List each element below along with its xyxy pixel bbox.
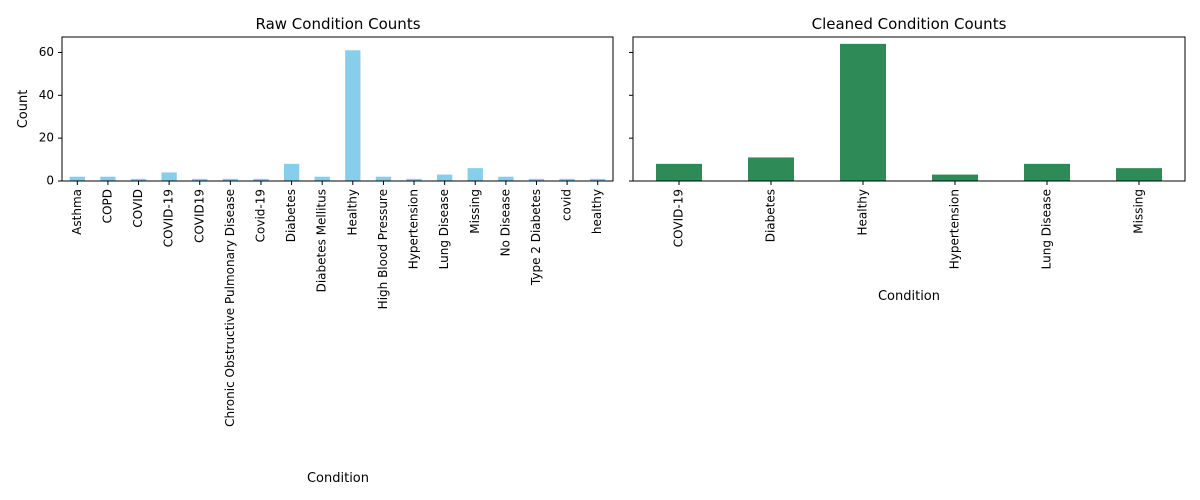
cleaned-bar	[840, 43, 886, 181]
raw-x-axis-label: Condition	[307, 471, 369, 486]
raw-x-tick-label: High Blood Pressure	[376, 189, 390, 309]
cleaned-chart-title: Cleaned Condition Counts	[812, 15, 1007, 33]
raw-x-tick-label: COPD	[100, 189, 114, 223]
cleaned-x-tick-label: COVID-19	[672, 189, 686, 247]
raw-x-tick-label: COVID19	[192, 189, 206, 243]
raw-y-axis-label: Count	[16, 90, 31, 129]
cleaned-plot-frame	[632, 36, 1186, 182]
cleaned-y-ticks	[629, 51, 633, 182]
raw-x-tick-label: Lung Disease	[437, 189, 451, 269]
raw-y-tick-label: 40	[39, 88, 54, 102]
cleaned-bar	[1116, 168, 1162, 181]
raw-bar	[192, 178, 208, 181]
cleaned-bar	[656, 163, 702, 181]
raw-bar	[467, 168, 483, 181]
raw-bars	[69, 50, 606, 182]
raw-x-tick-label: Hypertension	[407, 189, 421, 269]
cleaned-bar	[932, 174, 978, 181]
raw-x-tick-label: Diabetes Mellitus	[315, 189, 329, 292]
raw-x-tick-label: COVID-19	[162, 189, 176, 247]
raw-x-tick-label: Healthy	[345, 189, 359, 236]
cleaned-x-tick-label: Hypertension	[948, 189, 962, 269]
raw-bar	[161, 172, 177, 181]
cleaned-x-ticks: COVID-19 Diabetes Healthy Hypertension Lung …	[672, 181, 1146, 269]
raw-x-tick-label: Asthma	[70, 189, 84, 235]
raw-x-tick-label: COVID	[131, 189, 145, 228]
raw-bar	[559, 178, 575, 181]
raw-bar	[69, 176, 85, 181]
cleaned-bar	[748, 157, 794, 181]
raw-bar	[253, 178, 269, 181]
cleaned-bar	[1024, 163, 1070, 181]
raw-chart-title: Raw Condition Counts	[255, 15, 420, 33]
raw-y-tick-label: 0	[46, 174, 54, 188]
cleaned-x-tick-label: Missing	[1132, 189, 1146, 234]
cleaned-bars	[656, 43, 1162, 181]
raw-bar	[436, 174, 453, 181]
raw-x-tick-label: Type 2 Diabetes	[529, 189, 543, 286]
raw-x-tick-label: covid	[560, 189, 574, 221]
raw-counts-chart: Raw Condition Counts Count Condition 0 20…	[16, 15, 614, 486]
cleaned-x-axis-label: Condition	[878, 289, 940, 304]
raw-y-tick-label: 20	[39, 131, 54, 145]
raw-x-tick-label: Missing	[468, 189, 482, 234]
raw-x-tick-label: Chronic Obstructive Pulmonary Disease	[223, 189, 237, 427]
raw-bar	[498, 176, 514, 181]
raw-x-tick-label: No Disease	[498, 189, 512, 256]
raw-bar	[590, 178, 606, 181]
raw-y-ticks: 0 20 40 60	[39, 45, 62, 188]
raw-bar	[222, 178, 239, 181]
cleaned-x-tick-label: Lung Disease	[1040, 189, 1054, 269]
raw-bar	[528, 178, 545, 181]
raw-bar	[100, 176, 116, 181]
raw-bar	[130, 178, 147, 181]
cleaned-counts-chart: Cleaned Condition Counts Condition COVID…	[629, 15, 1186, 304]
raw-x-ticks: Asthma COPD COVID COVID-19 COVID19 Chronic Ob…	[70, 181, 604, 427]
raw-bar	[283, 163, 300, 181]
raw-x-tick-label: Covid-19	[253, 189, 267, 242]
raw-bar	[375, 176, 392, 181]
raw-x-tick-label: healthy	[590, 189, 604, 234]
raw-bar	[406, 178, 422, 181]
raw-y-tick-label: 60	[39, 45, 54, 59]
raw-bar	[314, 176, 330, 181]
raw-bar	[345, 50, 361, 182]
raw-plot-frame	[61, 36, 614, 182]
raw-x-tick-label: Diabetes	[284, 189, 298, 242]
cleaned-x-tick-label: Healthy	[856, 189, 870, 236]
cleaned-x-tick-label: Diabetes	[764, 189, 778, 242]
